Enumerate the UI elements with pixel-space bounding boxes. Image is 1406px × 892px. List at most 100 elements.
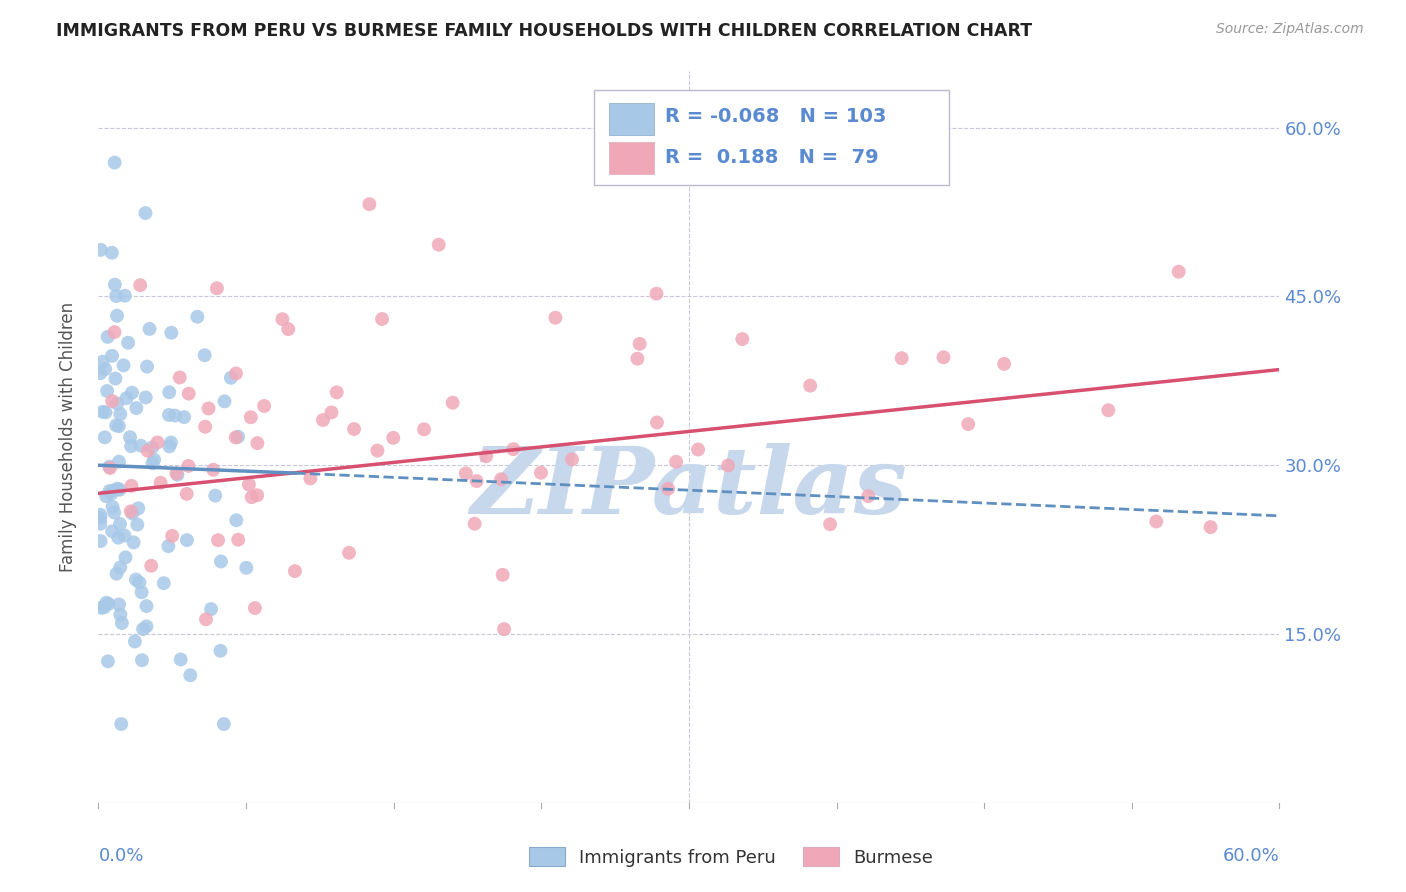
Point (160, 529, 183, 543)
Point (337, 546, 360, 560)
Point (253, 399, 276, 413)
Point (103, 506, 125, 520)
Point (146, 435, 169, 450)
Point (277, 322, 299, 336)
Point (176, 533, 198, 548)
Point (101, 394, 124, 409)
Point (128, 575, 150, 590)
Point (214, 394, 236, 409)
Point (89, 516, 111, 531)
Point (371, 312, 394, 326)
Point (110, 560, 132, 574)
Point (105, 289, 128, 303)
Point (110, 407, 132, 421)
Point (107, 531, 129, 545)
Point (108, 483, 131, 497)
Point (240, 490, 263, 504)
Point (89, 508, 111, 522)
Point (163, 409, 186, 423)
Point (157, 539, 180, 553)
Text: ZIPatlas: ZIPatlas (471, 443, 907, 533)
Point (243, 601, 266, 615)
Point (179, 668, 201, 682)
Point (194, 419, 217, 434)
Point (117, 335, 139, 350)
Point (97, 597, 120, 611)
Point (157, 408, 180, 422)
Point (120, 479, 142, 493)
Point (94, 362, 117, 376)
Point (194, 348, 217, 362)
Point (717, 458, 740, 473)
Point (107, 482, 129, 496)
Point (124, 634, 146, 648)
Point (125, 573, 148, 587)
Point (143, 452, 166, 467)
Text: 60.0%: 60.0% (1223, 847, 1279, 864)
Point (475, 449, 498, 463)
Point (271, 312, 294, 326)
Point (465, 474, 488, 488)
Point (114, 289, 136, 303)
Point (209, 644, 232, 658)
Point (104, 277, 127, 292)
Point (121, 507, 143, 521)
Point (149, 475, 172, 490)
Point (122, 535, 145, 549)
Point (138, 322, 160, 336)
Point (494, 622, 516, 636)
Point (530, 466, 553, 480)
Point (645, 416, 668, 430)
Point (108, 419, 131, 434)
Point (104, 155, 127, 169)
Point (502, 442, 524, 457)
Point (97, 654, 120, 668)
Point (120, 504, 142, 518)
Point (177, 458, 200, 473)
Point (176, 487, 198, 501)
Point (209, 554, 232, 568)
Point (205, 281, 228, 295)
Point (111, 615, 134, 630)
Point (157, 439, 180, 453)
Point (186, 310, 208, 324)
Point (200, 602, 222, 616)
Point (212, 717, 235, 731)
Point (1167, 265, 1189, 279)
Point (91, 355, 114, 369)
Point (325, 385, 347, 400)
Point (89, 366, 111, 380)
Point (225, 513, 247, 527)
FancyBboxPatch shape (609, 103, 654, 135)
Point (359, 197, 381, 211)
Text: IMMIGRANTS FROM PERU VS BURMESE FAMILY HOUSEHOLDS WITH CHILDREN CORRELATION CHAR: IMMIGRANTS FROM PERU VS BURMESE FAMILY H… (56, 22, 1032, 40)
Point (239, 410, 262, 425)
Point (195, 612, 218, 626)
Point (890, 351, 912, 366)
Point (105, 396, 128, 410)
Point (93, 600, 115, 615)
Point (993, 357, 1015, 371)
Point (321, 405, 343, 419)
Point (299, 471, 322, 485)
Point (226, 430, 249, 444)
Point (957, 417, 980, 431)
Point (104, 371, 127, 385)
Point (441, 395, 464, 409)
Point (207, 533, 229, 548)
Point (101, 524, 124, 539)
Point (628, 336, 651, 351)
Point (1144, 515, 1167, 529)
Point (366, 443, 388, 458)
Point (246, 488, 269, 502)
Point (89, 511, 111, 525)
Point (1199, 520, 1222, 534)
Point (108, 516, 131, 531)
Point (489, 472, 512, 486)
Point (141, 558, 163, 573)
Point (382, 431, 405, 445)
Point (94, 405, 117, 419)
Point (98, 483, 121, 498)
Point (284, 564, 307, 578)
Point (114, 550, 136, 565)
